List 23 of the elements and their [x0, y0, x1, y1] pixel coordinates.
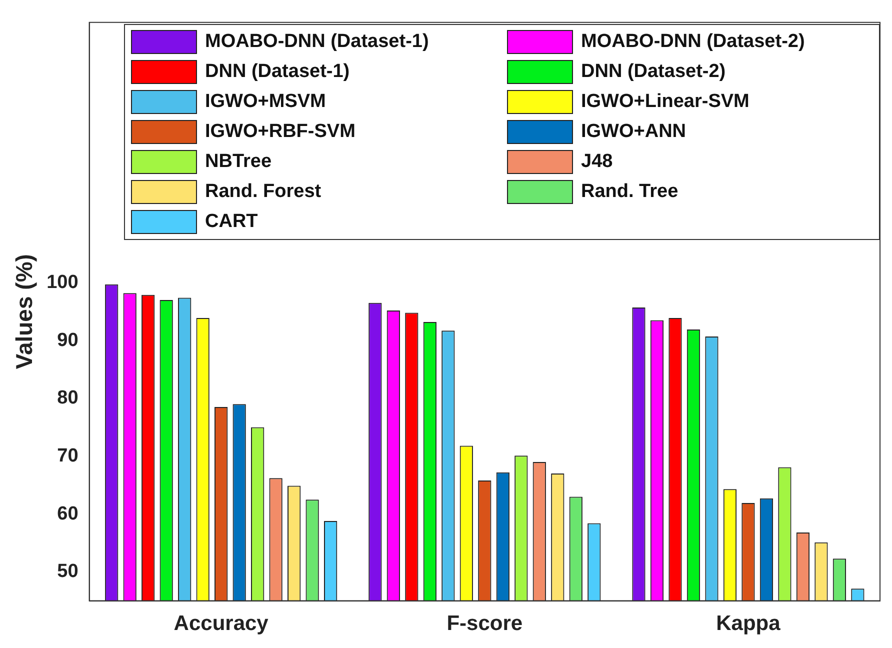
legend-label: IGWO+ANN — [581, 121, 686, 143]
legend-label: IGWO+MSVM — [205, 91, 326, 113]
legend-label: DNN (Dataset-1) — [205, 61, 350, 83]
y-tick-label: 80 — [57, 388, 78, 409]
y-tick-label: 70 — [57, 445, 78, 466]
legend-label: IGWO+Linear-SVM — [581, 91, 750, 113]
legend-label: J48 — [581, 151, 613, 173]
legend-label: MOABO-DNN (Dataset-1) — [205, 31, 429, 53]
legend-label: IGWO+RBF-SVM — [205, 121, 356, 143]
legend-label: MOABO-DNN (Dataset-2) — [581, 31, 805, 53]
y-tick-label: 90 — [57, 330, 78, 351]
legend-label: NBTree — [205, 151, 272, 173]
y-axis-title: Values (%) — [11, 254, 38, 370]
legend-label: CART — [205, 211, 258, 233]
legend-label: DNN (Dataset-2) — [581, 61, 726, 83]
y-tick-label: 60 — [57, 503, 78, 524]
y-tick-label: 50 — [57, 561, 78, 582]
x-tick-label: Kappa — [716, 612, 781, 636]
legend-label: Rand. Forest — [205, 181, 322, 203]
x-tick-label: F-score — [446, 612, 523, 636]
y-tick-label: 100 — [46, 272, 78, 293]
legend-label: Rand. Tree — [581, 181, 678, 203]
x-tick-label: Accuracy — [174, 612, 269, 636]
